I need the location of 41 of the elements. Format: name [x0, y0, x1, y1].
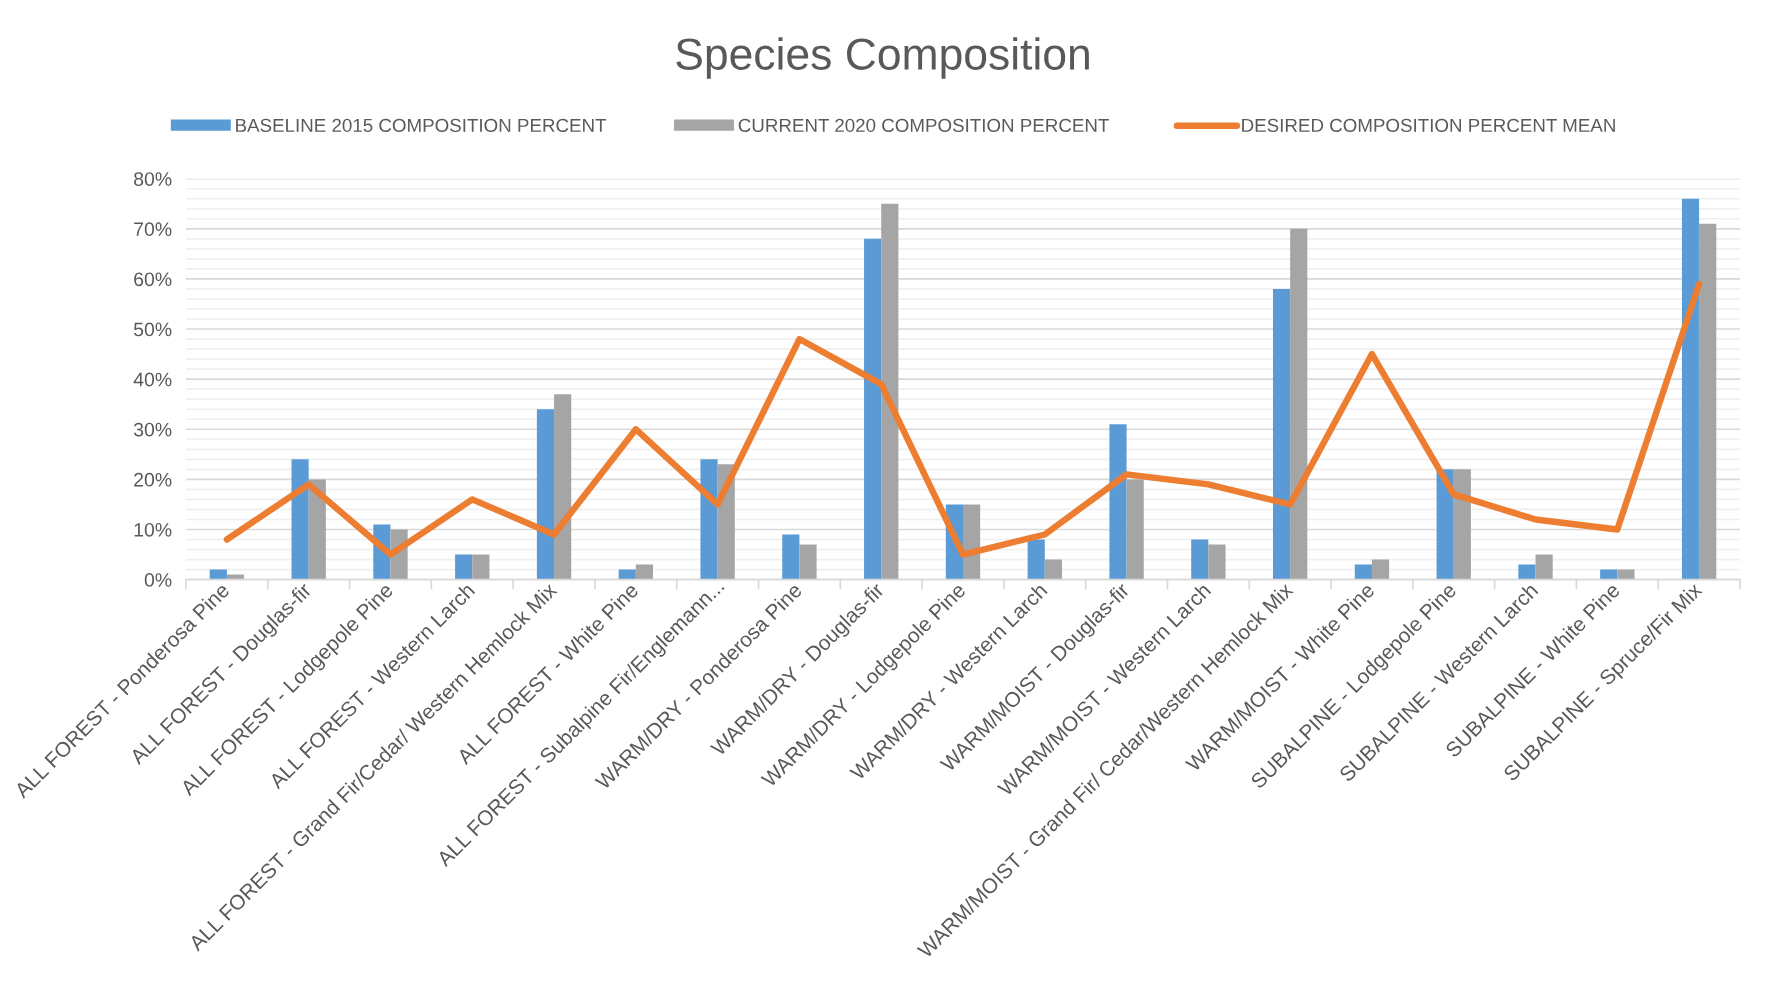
legend-label: CURRENT 2020 COMPOSITION PERCENT: [738, 118, 1109, 133]
bar: [700, 459, 718, 580]
bar: [536, 409, 555, 580]
bar: [963, 504, 981, 580]
bar: [1453, 469, 1471, 580]
bar: [472, 554, 490, 580]
y-tick-label: 50%: [133, 322, 172, 337]
bar: [1290, 228, 1308, 580]
bar: [799, 544, 817, 580]
bar: [554, 394, 572, 580]
bar: [291, 459, 309, 580]
bar: [308, 479, 326, 580]
bar: [1518, 564, 1536, 580]
bar: [455, 554, 473, 580]
y-tick-label: 30%: [133, 422, 172, 437]
bar: [1699, 223, 1717, 580]
y-tick-label: 10%: [134, 522, 172, 537]
legend-label: DESIRED COMPOSITION PERCENT MEAN: [1242, 118, 1615, 133]
bar: [1208, 544, 1226, 580]
y-tick-label: 40%: [133, 372, 172, 387]
y-tick-label: 70%: [134, 222, 172, 237]
bar: [782, 534, 800, 580]
y-tick-label: 80%: [134, 172, 172, 186]
bar: [1126, 479, 1144, 580]
bar: [1109, 424, 1127, 580]
bar: [635, 564, 654, 580]
y-tick-label: 0%: [144, 573, 172, 587]
bar: [1371, 559, 1390, 580]
y-tick-label: 60%: [134, 272, 172, 287]
bar: [1191, 539, 1209, 580]
bar: [1044, 559, 1062, 580]
legend-label: BASELINE 2015 COMPOSITION PERCENT: [236, 118, 607, 133]
bar: [1681, 198, 1700, 580]
y-tick-label: 20%: [134, 472, 172, 487]
bar: [1027, 539, 1045, 580]
bar: [1272, 288, 1291, 580]
bar: [864, 238, 882, 580]
bar: [1354, 564, 1372, 580]
chart-title: Species Composition: [676, 37, 1089, 79]
bar: [1535, 554, 1553, 580]
bar: [881, 203, 899, 580]
